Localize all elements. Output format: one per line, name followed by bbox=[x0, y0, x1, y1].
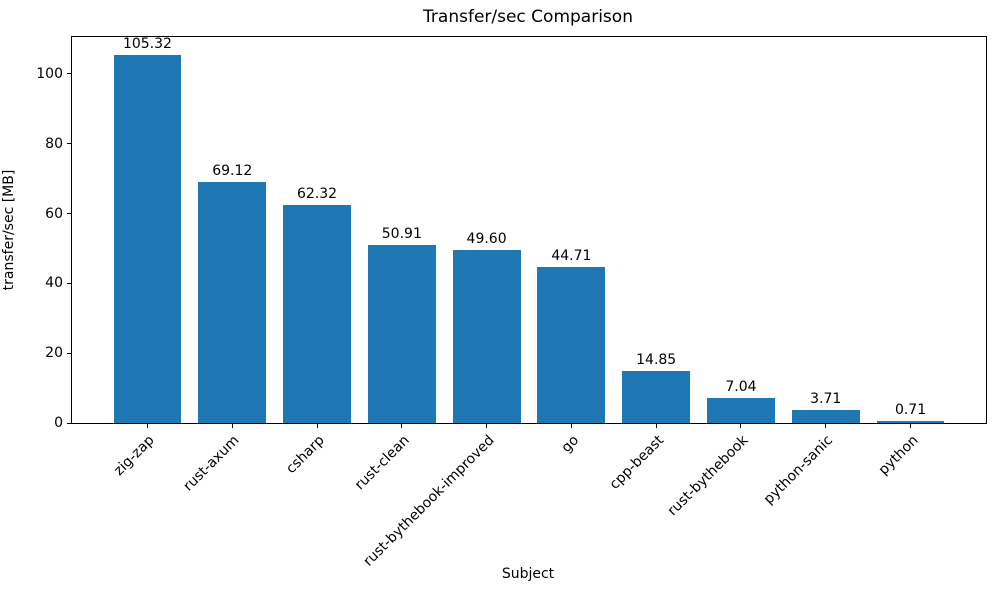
bar-value-label: 44.71 bbox=[551, 247, 592, 264]
bar-value-label: 69.12 bbox=[212, 162, 253, 179]
bar-rust-bythebook-improved bbox=[452, 249, 521, 423]
y-tick-mark bbox=[67, 143, 72, 145]
plot-area: 0 20 40 60 80 100 105.32 zig-zap 69.12 rust-axum 6… bbox=[36, 36, 987, 570]
bar-cpp-beast bbox=[622, 371, 691, 423]
y-tick-mark bbox=[67, 422, 72, 424]
x-tick-label-csharp: csharp bbox=[283, 432, 328, 477]
x-tick-mark bbox=[910, 423, 912, 428]
x-tick-mark bbox=[570, 423, 572, 428]
bar-go bbox=[537, 266, 606, 423]
x-tick-mark bbox=[655, 423, 657, 428]
bar-value-label: 14.85 bbox=[636, 352, 677, 369]
bar-rust-axum bbox=[198, 181, 267, 423]
y-tick-label: 40 bbox=[45, 275, 63, 292]
bar-zig-zap bbox=[113, 55, 182, 423]
x-tick-label-cpp-beast: cpp-beast bbox=[606, 432, 667, 493]
bar-value-label: 0.71 bbox=[894, 401, 927, 418]
bar-python bbox=[876, 420, 945, 423]
bar-rust-clean bbox=[367, 245, 436, 423]
y-tick-mark bbox=[67, 213, 72, 215]
x-tick-mark bbox=[316, 423, 318, 428]
chart-title: Transfer/sec Comparison bbox=[423, 7, 633, 27]
bar-csharp bbox=[283, 205, 351, 423]
x-tick-label-zig-zap: zig-zap bbox=[111, 432, 159, 480]
y-tick-mark bbox=[67, 73, 72, 75]
x-tick-mark bbox=[740, 423, 742, 428]
x-tick-label-go: go bbox=[558, 432, 583, 456]
y-tick-label: 0 bbox=[54, 415, 63, 431]
x-tick-label-python: python bbox=[875, 432, 922, 479]
x-tick-label-python-sanic: python-sanic bbox=[761, 432, 837, 508]
y-tick-label: 80 bbox=[45, 135, 63, 152]
x-tick-mark bbox=[146, 423, 148, 428]
x-tick-label-rust-bythebook: rust-bythebook bbox=[664, 432, 752, 520]
bar-value-label: 50.91 bbox=[381, 226, 422, 243]
bar-value-label: 105.32 bbox=[122, 36, 172, 53]
x-tick-mark bbox=[401, 423, 403, 428]
bar-python-sanic bbox=[791, 410, 860, 423]
y-tick-mark bbox=[67, 352, 72, 354]
y-tick-label: 20 bbox=[45, 345, 63, 362]
x-tick-label-rust-axum: rust-axum bbox=[180, 432, 243, 495]
bar-value-label: 49.60 bbox=[466, 230, 507, 247]
y-tick-label: 100 bbox=[36, 65, 63, 82]
x-tick-label-rust-clean: rust-clean bbox=[351, 432, 413, 494]
x-tick-mark bbox=[825, 423, 827, 428]
bar-value-label: 62.32 bbox=[296, 186, 338, 203]
bar-value-label: 7.04 bbox=[725, 379, 757, 396]
bar-rust-bythebook bbox=[707, 398, 775, 423]
y-axis-label: transfer/sec [MB] bbox=[1, 169, 17, 291]
y-tick-label: 60 bbox=[45, 205, 63, 222]
x-tick-mark bbox=[486, 423, 488, 428]
y-tick-mark bbox=[67, 282, 72, 284]
x-tick-mark bbox=[231, 423, 233, 428]
x-axis-label: Subject bbox=[501, 566, 555, 582]
bar-value-label: 3.71 bbox=[810, 391, 842, 408]
